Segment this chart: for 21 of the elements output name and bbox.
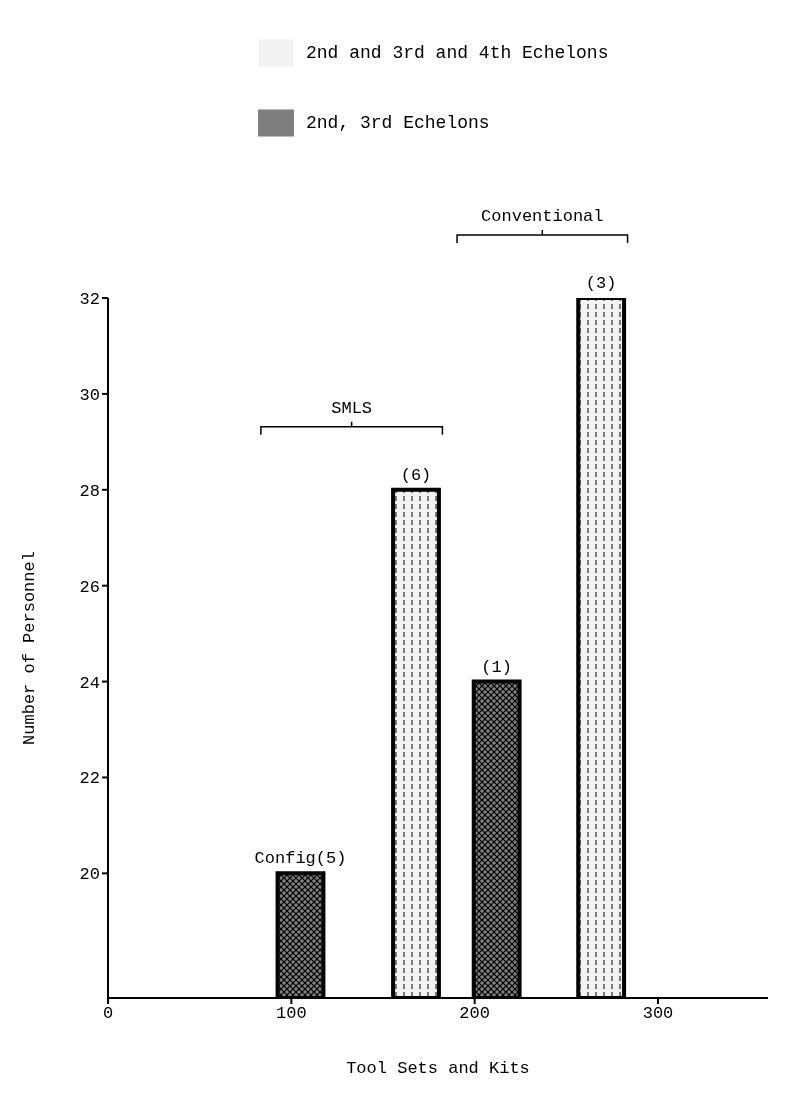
y-tick-label: 30: [79, 385, 100, 405]
annotation: (3): [585, 274, 617, 293]
text: Conventional: [481, 207, 604, 226]
y-tick-label: 32: [79, 290, 100, 310]
legend-label: 2nd and 3rd and 4th Echelons: [306, 43, 609, 63]
y-tick-label: 20: [79, 865, 100, 885]
x-tick-label: 200: [459, 1004, 490, 1024]
x-axis-title: Tool Sets and Kits: [346, 1059, 530, 1078]
y-tick-label: 24: [79, 673, 100, 693]
y-tick-label: 22: [79, 769, 100, 789]
x-tick-label: 300: [642, 1004, 674, 1024]
y-axis-title: Number of Personnel: [20, 551, 40, 745]
annotation: (6): [400, 465, 432, 485]
y-tick-label: 26: [79, 577, 100, 597]
x-tick-label: 100: [276, 1004, 307, 1024]
annotation: SMLS: [331, 398, 373, 418]
annotation: (1): [481, 657, 512, 677]
x-tick-label: 0: [102, 1004, 114, 1024]
annotation: Config(5): [254, 849, 347, 869]
y-tick-label: 28: [79, 481, 100, 501]
legend-label: 2nd, 3rd Echelons: [306, 113, 490, 133]
